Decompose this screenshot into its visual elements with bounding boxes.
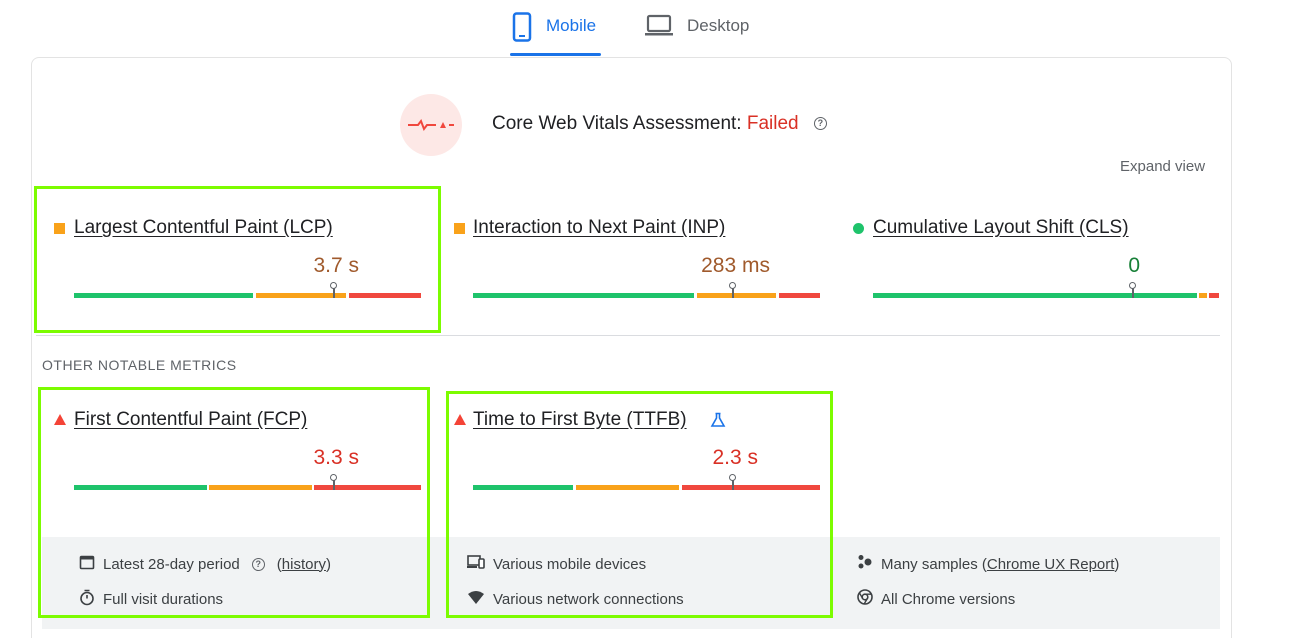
assessment-failed-icon <box>400 94 462 156</box>
lcp-bar-good <box>74 293 253 298</box>
info-samples: Many samples (Chrome UX Report) <box>857 554 1119 574</box>
info-devices: Various mobile devices <box>467 554 646 574</box>
good-dot-icon <box>853 223 864 234</box>
laptop-icon <box>645 12 673 43</box>
poor-triangle-icon <box>454 414 466 425</box>
chrome-icon <box>857 589 873 609</box>
info-versions: All Chrome versions <box>857 589 1015 609</box>
ttfb-pin <box>732 478 734 490</box>
metric-title-ttfb[interactable]: Time to First Byte (TTFB) <box>473 409 687 430</box>
devices-text: Various mobile devices <box>493 555 647 573</box>
lcp-bar-needs-improvement <box>256 293 346 298</box>
inp-bar-needs-improvement <box>697 293 776 298</box>
flask-icon[interactable] <box>710 412 726 433</box>
period-text: Latest 28-day period <box>103 555 240 573</box>
info-panel <box>42 537 1220 629</box>
lcp-pin <box>333 286 335 298</box>
needs-improvement-square-icon <box>54 223 65 234</box>
needs-improvement-square-icon <box>454 223 465 234</box>
metric-value-lcp: 3.7 s <box>313 254 359 277</box>
wifi-icon <box>467 589 485 609</box>
lcp-pin-head <box>330 282 337 289</box>
info-visit: Full visit durations <box>79 589 223 610</box>
inp-pin <box>732 286 734 298</box>
highlight-fcp <box>38 387 430 618</box>
devices-icon <box>467 554 485 574</box>
lcp-bar-poor <box>349 293 421 298</box>
tab-mobile[interactable]: Mobile <box>512 12 596 56</box>
inp-bar-poor <box>779 293 820 298</box>
network-text: Various network connections <box>493 590 684 608</box>
ttfb-pin-head <box>729 474 736 481</box>
metric-title-inp[interactable]: Interaction to Next Paint (INP) <box>473 217 726 238</box>
cls-pin <box>1132 286 1134 298</box>
assessment-prefix: Core Web Vitals Assessment: <box>492 113 742 134</box>
help-icon[interactable]: ? <box>251 557 265 571</box>
fcp-bar-good <box>74 485 207 490</box>
versions-text: All Chrome versions <box>881 590 1016 608</box>
info-network: Various network connections <box>467 589 684 609</box>
metric-value-cls: 0 <box>1128 254 1140 277</box>
fcp-bar-needs-improvement <box>209 485 312 490</box>
metric-title-lcp[interactable]: Largest Contentful Paint (LCP) <box>74 217 333 238</box>
assessment-heading: Core Web Vitals Assessment: Failed ? <box>492 113 827 135</box>
highlight-ttfb <box>446 391 833 618</box>
chrome-ux-report-link[interactable]: Chrome UX Report <box>986 555 1115 573</box>
tab-mobile-label: Mobile <box>546 16 597 35</box>
inp-bar-good <box>473 293 694 298</box>
history-link[interactable]: history <box>281 555 326 573</box>
cls-bar-poor <box>1209 293 1219 298</box>
tab-desktop-label: Desktop <box>687 16 750 35</box>
help-icon[interactable]: ? <box>813 117 827 131</box>
poor-triangle-icon <box>54 414 66 425</box>
smartphone-icon <box>512 12 532 47</box>
fcp-pin-head <box>330 474 337 481</box>
cls-pin-head <box>1129 282 1136 289</box>
expand-view-link[interactable]: Expand view <box>1120 158 1206 175</box>
metric-title-cls[interactable]: Cumulative Layout Shift (CLS) <box>873 217 1129 238</box>
cls-bar-good <box>873 293 1197 298</box>
metric-value-ttfb: 2.3 s <box>712 446 758 469</box>
cls-bar-needs-improvement <box>1199 293 1207 298</box>
active-tab-indicator <box>510 53 601 56</box>
timer-icon <box>79 589 95 610</box>
metric-value-fcp: 3.3 s <box>313 446 359 469</box>
inp-pin-head <box>729 282 736 289</box>
fcp-pin <box>333 478 335 490</box>
highlight-lcp <box>34 186 441 333</box>
ttfb-bar-poor <box>682 485 820 490</box>
section-divider <box>36 335 1220 336</box>
ttfb-bar-good <box>473 485 573 490</box>
other-metrics-heading: OTHER NOTABLE METRICS <box>42 357 237 373</box>
info-period: Latest 28-day period ? (history) <box>79 554 331 574</box>
samples-text: Many samples <box>881 555 978 573</box>
ttfb-bar-needs-improvement <box>576 485 679 490</box>
assessment-status: Failed <box>746 113 799 134</box>
calendar-icon <box>79 554 95 574</box>
fcp-bar-poor <box>314 485 421 490</box>
tab-desktop[interactable]: Desktop <box>645 12 749 56</box>
metric-value-inp: 283 ms <box>701 254 770 277</box>
visit-text: Full visit durations <box>103 591 224 608</box>
metric-title-fcp[interactable]: First Contentful Paint (FCP) <box>74 409 308 430</box>
samples-icon <box>857 554 873 574</box>
